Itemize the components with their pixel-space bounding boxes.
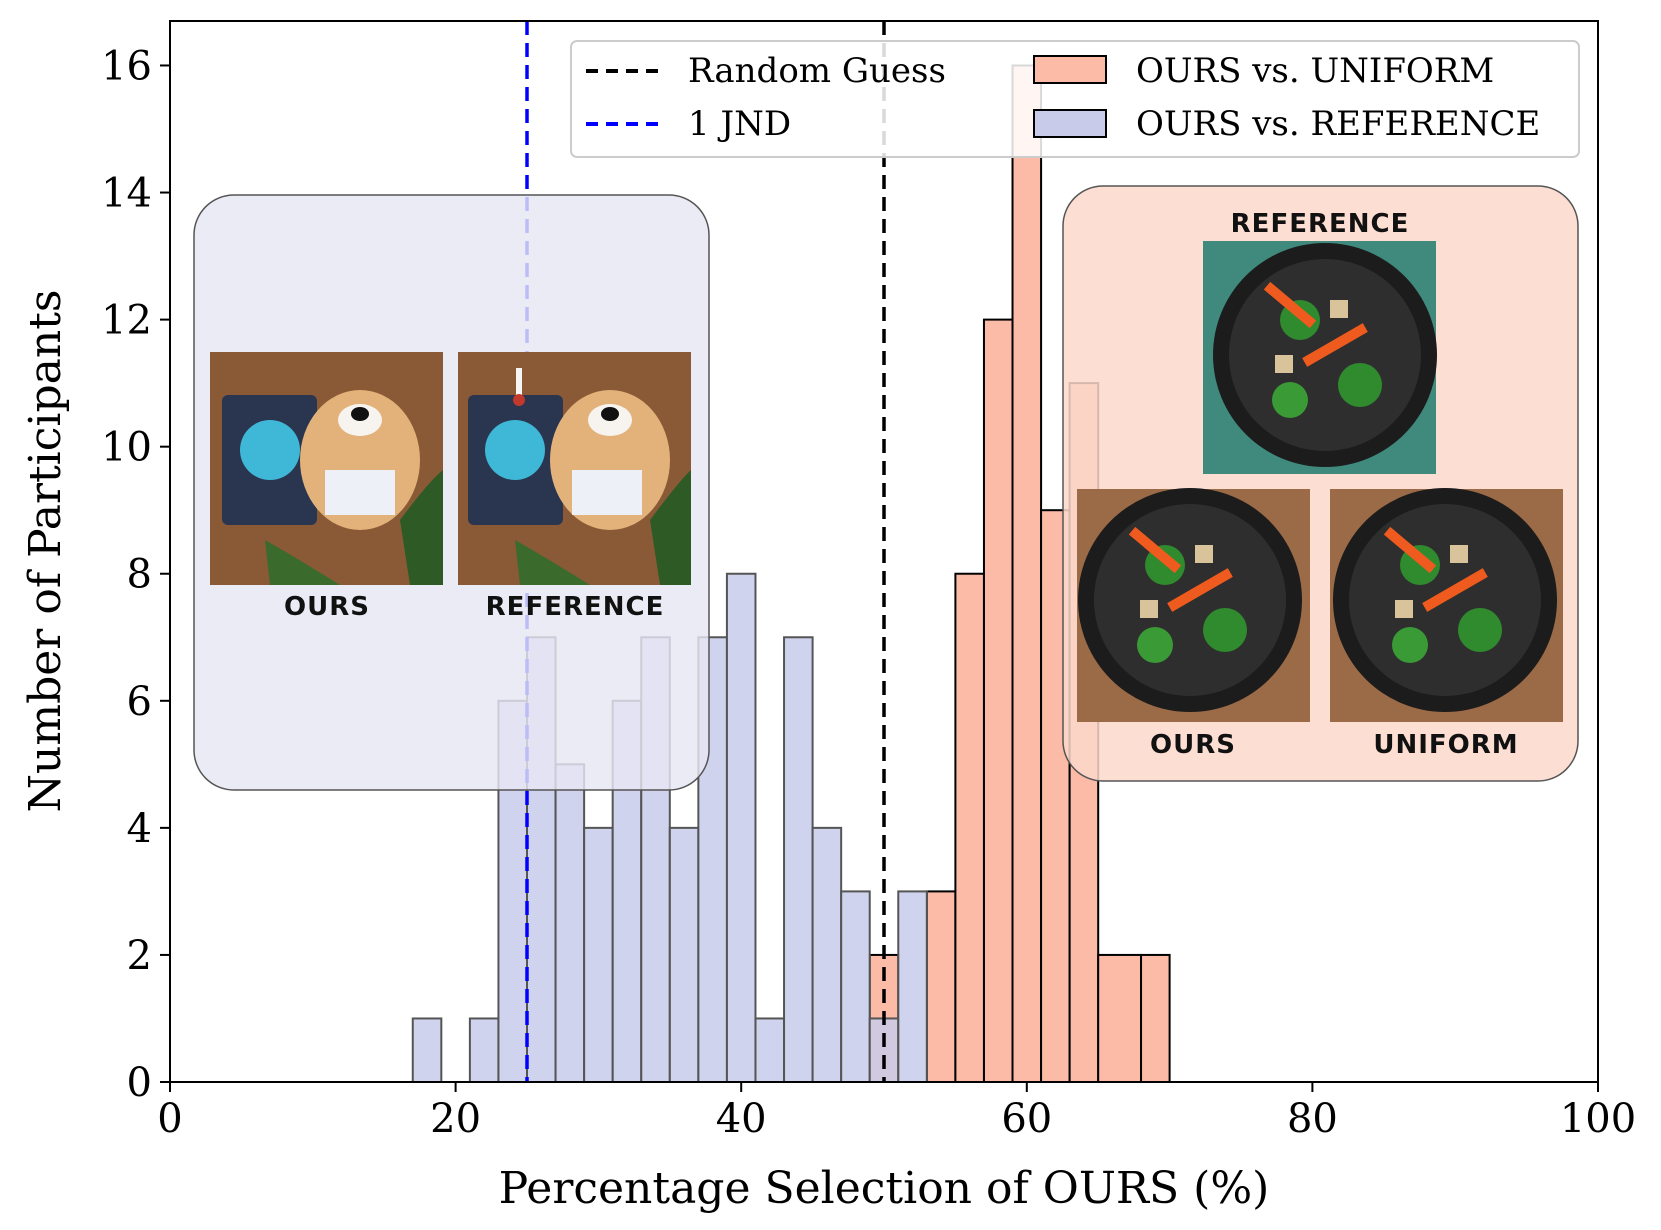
bar-ours-vs-reference-12: [783, 636, 814, 1083]
x-tick-label-100: 100: [1560, 1096, 1636, 1142]
bar-ours-vs-reference-10: [725, 572, 757, 1083]
legend-label-random-guess: Random Guess: [688, 51, 946, 91]
bar-ours-vs-uniform-1: [925, 890, 957, 1083]
legend: Random Guess 1 JND OURS vs. UNIFORM OURS…: [570, 40, 1580, 158]
bar-ours-vs-reference-1: [468, 1017, 500, 1083]
bar-ours-vs-uniform-4: [1011, 64, 1043, 1083]
stir-fry-image-ours: [1077, 488, 1310, 722]
inset-right-label-reference: REFERENCE: [1231, 209, 1410, 239]
y-tick-label-2: 2: [127, 933, 152, 979]
y-tick-label-14: 14: [101, 171, 152, 217]
bar-ours-vs-reference-5: [583, 826, 614, 1084]
bar-ours-vs-reference-13: [811, 826, 843, 1084]
bar-ours-vs-reference-4: [554, 763, 586, 1083]
inset-left-label-ours: OURS: [284, 592, 370, 622]
inset-right-label-ours: OURS: [1150, 730, 1236, 760]
y-tick-label-0: 0: [127, 1060, 152, 1106]
inset-right-panel: REFERENCE: [1062, 185, 1579, 782]
inset-left-background: [193, 194, 710, 791]
y-tick-label-8: 8: [127, 552, 152, 598]
x-axis: 0 20 40 60 80 100: [157, 1082, 1636, 1142]
y-tick-label-16: 16: [101, 43, 152, 89]
bar-ours-vs-reference-11: [754, 1017, 786, 1083]
teddy-bear-image-ours: [210, 352, 443, 585]
stir-fry-image-uniform: [1330, 488, 1563, 722]
x-tick-label-0: 0: [157, 1096, 182, 1142]
bar-ours-vs-uniform-3: [982, 318, 1014, 1083]
plot-area-frame: [169, 20, 1599, 1083]
legend-swatch-ours-vs-uniform: [1033, 55, 1107, 84]
legend-box: [570, 40, 1580, 158]
x-axis-label: Percentage Selection of OURS (%): [499, 1163, 1270, 1214]
inset-left-panel: OURS REFERENCE: [193, 194, 710, 791]
bar-ours-vs-reference-16: [897, 890, 928, 1083]
legend-label-ours-vs-uniform: OURS vs. UNIFORM: [1136, 51, 1494, 91]
legend-label-1-jnd: 1 JND: [688, 104, 791, 144]
x-tick-label-80: 80: [1287, 1096, 1338, 1142]
bar-ours-vs-reference-0: [411, 1017, 443, 1083]
bar-ours-vs-uniform-2: [954, 572, 985, 1083]
stir-fry-image-reference: [1203, 241, 1437, 474]
legend-label-ours-vs-reference: OURS vs. REFERENCE: [1136, 104, 1540, 144]
x-tick-label-40: 40: [716, 1096, 767, 1142]
bar-ours-vs-uniform-8: [1140, 953, 1171, 1084]
y-tick-label-12: 12: [101, 298, 152, 344]
y-axis: 0 2 4 6 8 10 12 14 16: [101, 43, 170, 1106]
y-tick-label-10: 10: [101, 425, 152, 471]
bar-ours-vs-reference-8: [668, 826, 700, 1084]
legend-swatch-ours-vs-reference: [1033, 109, 1107, 138]
series-ours-vs-uniform: [868, 64, 1171, 1084]
inset-left-label-reference: REFERENCE: [486, 592, 665, 622]
teddy-bear-image-reference: [458, 352, 691, 585]
bar-ours-vs-uniform-7: [1097, 953, 1143, 1084]
y-tick-label-6: 6: [127, 679, 152, 725]
bar-ours-vs-reference-15: [868, 1017, 900, 1083]
bar-ours-vs-reference-14: [840, 890, 871, 1083]
x-tick-label-20: 20: [430, 1096, 481, 1142]
y-axis-label: Number of Participants: [20, 290, 71, 813]
inset-right-label-uniform: UNIFORM: [1373, 730, 1518, 760]
y-tick-label-4: 4: [127, 806, 152, 852]
x-tick-label-60: 60: [1001, 1096, 1052, 1142]
